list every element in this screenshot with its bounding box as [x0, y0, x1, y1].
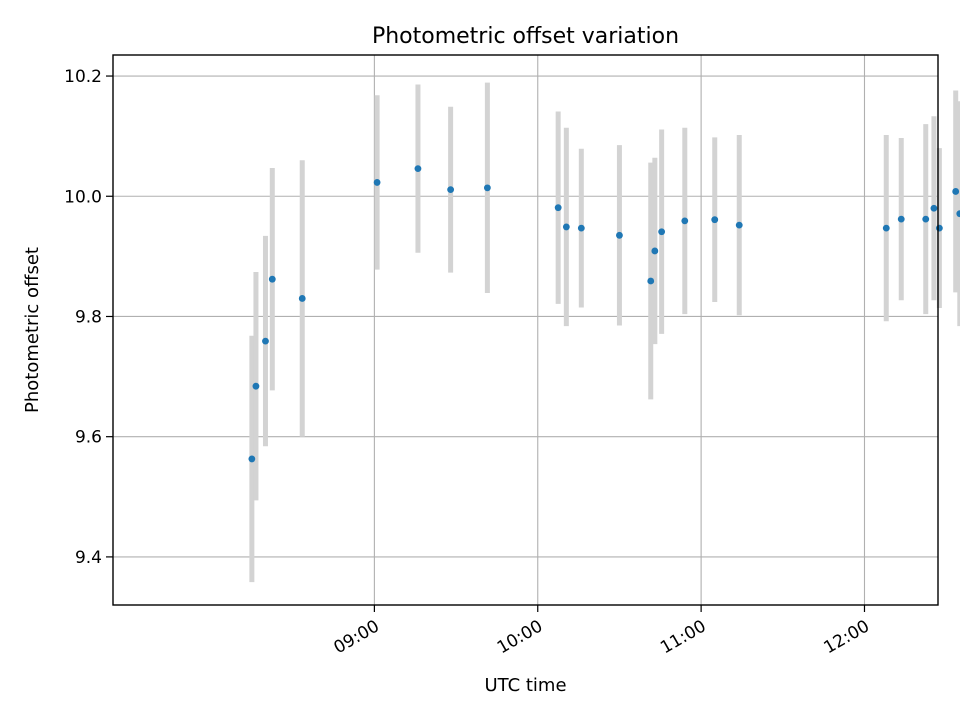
data-point	[735, 221, 743, 229]
data-point	[373, 179, 381, 186]
data-point	[658, 228, 666, 236]
data-point	[248, 455, 256, 463]
data-point	[952, 188, 960, 195]
data-point	[681, 217, 689, 225]
data-point	[262, 337, 269, 345]
y-tick-label: 9.8	[75, 307, 102, 327]
x-axis-label: UTC time	[484, 675, 566, 696]
data-point	[956, 210, 960, 218]
data-point	[922, 215, 930, 223]
y-tick-label: 9.6	[75, 428, 102, 448]
data-point	[711, 216, 719, 224]
x-tick-label: 10:00	[494, 616, 546, 658]
data-point	[616, 231, 623, 239]
data-point	[651, 247, 659, 255]
data-point	[554, 204, 562, 212]
x-tick-label: 09:00	[330, 616, 382, 658]
chart-title: Photometric offset variation	[372, 24, 679, 49]
data-point	[577, 224, 585, 232]
error-bars	[249, 82, 960, 583]
data-point	[268, 275, 276, 283]
data-point	[930, 204, 938, 212]
data-point	[897, 215, 905, 223]
data-point	[447, 186, 455, 194]
axis-ticks: 09:0010:0011:0012:0013:009.49.69.810.010…	[64, 67, 873, 658]
data-point	[882, 224, 890, 232]
data-point	[935, 224, 943, 232]
data-point	[252, 382, 260, 390]
data-point	[298, 295, 306, 302]
data-point	[562, 223, 570, 231]
data-point	[483, 184, 491, 192]
y-tick-label: 10.0	[64, 187, 102, 207]
plot-frame	[112, 54, 939, 606]
data-point	[414, 165, 422, 173]
y-tick-label: 9.4	[75, 548, 102, 568]
grid	[113, 55, 938, 605]
x-tick-label: 11:00	[657, 616, 709, 658]
x-tick-label: 12:00	[821, 616, 873, 658]
data-points	[248, 165, 960, 463]
data-point	[647, 277, 655, 285]
y-tick-label: 10.2	[64, 67, 102, 87]
y-axis-label: Photometric offset	[22, 247, 43, 413]
